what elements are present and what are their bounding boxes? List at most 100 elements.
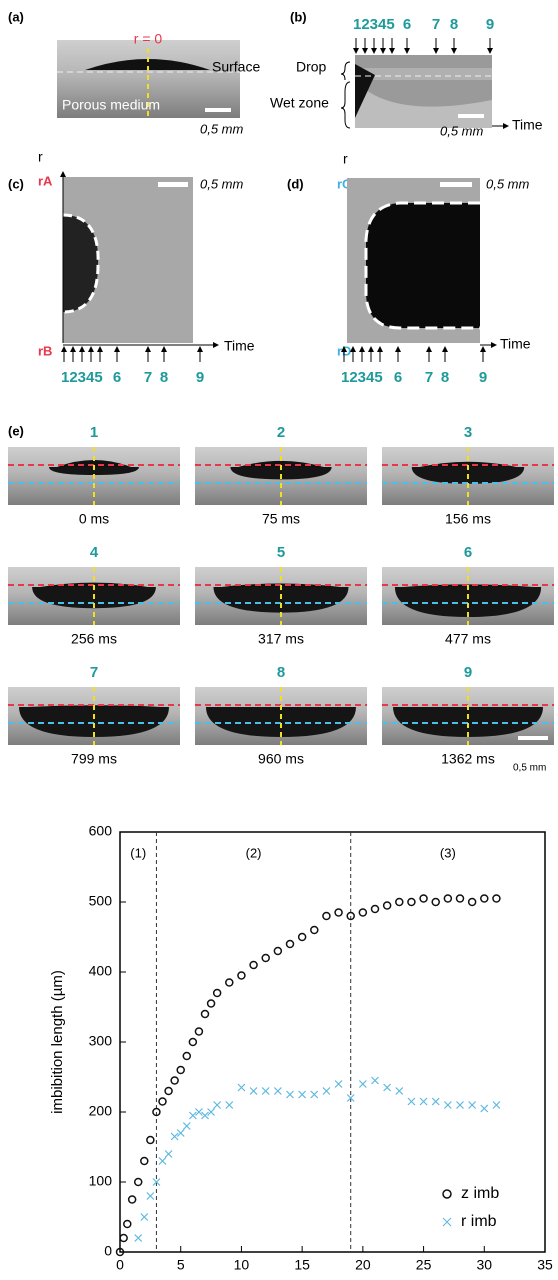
point — [299, 934, 306, 941]
point — [159, 1158, 166, 1165]
frame-mark: 8 — [160, 369, 168, 386]
region-label: (2) — [246, 845, 262, 860]
frame-mark: 7 — [144, 369, 152, 386]
point — [171, 1133, 178, 1140]
frame-mark: 8 — [441, 369, 449, 386]
point — [323, 913, 330, 920]
scale-label: 0,5 mm — [440, 123, 484, 138]
point — [493, 1102, 500, 1109]
frame-mark: 6 — [113, 369, 121, 386]
frame-number: 7 — [90, 664, 98, 681]
point — [481, 895, 488, 902]
point — [183, 1123, 190, 1130]
frame-mark: 9 — [479, 369, 487, 386]
scale-label: 0,5 mm — [200, 176, 244, 191]
point — [384, 1084, 391, 1091]
point — [124, 1221, 131, 1228]
point — [372, 906, 379, 913]
point — [444, 1102, 451, 1109]
frame-time: 477 ms — [445, 631, 491, 647]
drop-region — [366, 203, 480, 328]
y-tick-label: 400 — [89, 963, 113, 979]
point — [141, 1214, 148, 1221]
point — [396, 899, 403, 906]
point — [335, 909, 342, 916]
brace — [341, 62, 350, 80]
point — [420, 895, 427, 902]
scale-bar — [158, 182, 188, 187]
scale-bar — [440, 182, 472, 187]
point — [195, 1028, 202, 1035]
frame-time: 256 ms — [71, 631, 117, 647]
frame-time: 317 ms — [258, 631, 304, 647]
y-tick-label: 300 — [89, 1033, 113, 1049]
point — [299, 1091, 306, 1098]
point — [311, 1091, 318, 1098]
frame-mark: 9 — [196, 369, 204, 386]
y-tick-label: 200 — [89, 1103, 113, 1119]
scale-label: 0,5 mm — [513, 763, 546, 774]
point — [171, 1077, 178, 1084]
x-tick-label: 35 — [537, 1257, 553, 1273]
frame-mark: 12345 — [341, 369, 383, 386]
scale-label: 0,5 mm — [486, 176, 530, 191]
point — [189, 1039, 196, 1046]
point — [202, 1112, 209, 1119]
frame-mark: 12345 — [353, 16, 395, 33]
frame-number: 1 — [90, 424, 98, 441]
point — [323, 1088, 330, 1095]
y-tick-label: 0 — [104, 1243, 112, 1259]
frame-time: 0 ms — [79, 511, 109, 527]
frame-number: 4 — [90, 544, 99, 561]
x-tick-label: 0 — [116, 1257, 124, 1273]
point — [481, 1105, 488, 1112]
point — [250, 962, 257, 969]
time-label: Time — [224, 338, 255, 354]
point — [457, 895, 464, 902]
point — [159, 1098, 166, 1105]
panel-a: (a) r = 0 Surface Porous medium 0,5 mm — [8, 9, 260, 136]
center-label: r = 0 — [134, 31, 163, 47]
x-tick-label: 15 — [294, 1257, 310, 1273]
point — [274, 1088, 281, 1095]
point — [214, 1102, 221, 1109]
point — [120, 1235, 127, 1242]
frame-mark: 9 — [486, 16, 494, 33]
frame-number: 5 — [277, 544, 285, 561]
point — [384, 902, 391, 909]
point — [262, 955, 269, 962]
y-tick-label: 100 — [89, 1173, 113, 1189]
y-tick-label: 500 — [89, 893, 113, 909]
point — [408, 1098, 415, 1105]
chart: 010020030040050060005101520253035t(s)imb… — [49, 823, 553, 1275]
frame-mark: 7 — [425, 369, 433, 386]
frame-time: 960 ms — [258, 751, 304, 767]
point — [469, 899, 476, 906]
point — [262, 1088, 269, 1095]
point — [141, 1158, 148, 1165]
point — [396, 1088, 403, 1095]
frame-number: 6 — [464, 544, 472, 561]
point — [238, 972, 245, 979]
panel-label: (a) — [8, 9, 24, 24]
point — [183, 1053, 190, 1060]
drop-band — [355, 68, 492, 80]
frame-mark: 12345 — [61, 369, 103, 386]
frame-mark: 7 — [432, 16, 440, 33]
point — [420, 1098, 427, 1105]
x-tick-label: 20 — [355, 1257, 371, 1273]
panel-label: (d) — [287, 176, 304, 191]
point — [457, 1102, 464, 1109]
scale-label: 0,5 mm — [200, 121, 244, 136]
point — [444, 895, 451, 902]
point — [177, 1130, 184, 1137]
x-tick-label: 10 — [234, 1257, 250, 1273]
frame-time: 75 ms — [262, 511, 300, 527]
medium-label: Porous medium — [62, 97, 160, 113]
point — [147, 1193, 154, 1200]
x-tick-label: 5 — [177, 1257, 185, 1273]
y-tick-label: 600 — [89, 823, 113, 839]
axis-label: r — [343, 151, 348, 167]
point — [287, 941, 294, 948]
